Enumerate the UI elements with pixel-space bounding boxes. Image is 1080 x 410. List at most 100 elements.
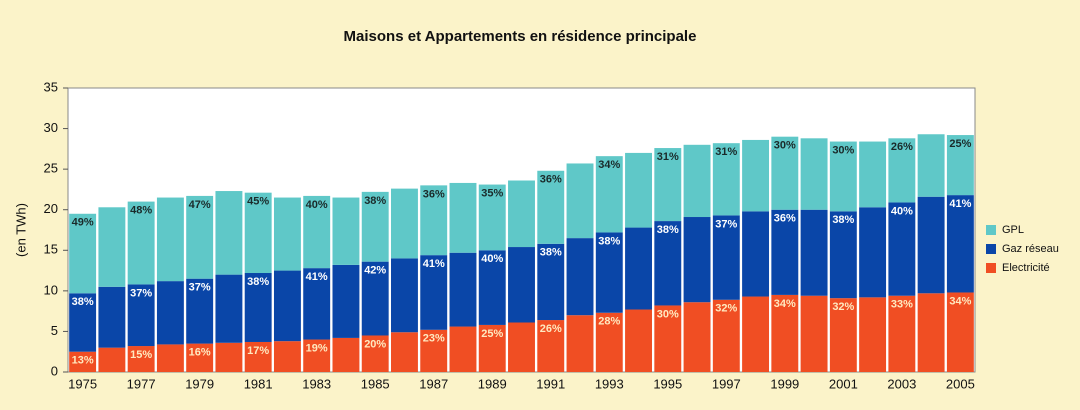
y-tick-label: 10 xyxy=(44,282,58,297)
bar-segment xyxy=(332,337,360,372)
bar-segment xyxy=(625,309,652,372)
bar-segment xyxy=(625,152,652,228)
bar-segment xyxy=(244,341,272,372)
x-tick-label: 2001 xyxy=(829,376,858,391)
bar-segment xyxy=(537,170,565,244)
share-label: 42% xyxy=(364,265,386,277)
share-label: 13% xyxy=(72,355,94,367)
legend-label: GPL xyxy=(1002,224,1024,236)
share-label: 31% xyxy=(715,146,737,158)
x-tick-label: 1999 xyxy=(770,376,799,391)
share-label: 41% xyxy=(306,271,328,283)
bar-segment xyxy=(69,351,97,372)
bar-segment xyxy=(654,148,682,222)
share-label: 19% xyxy=(306,342,328,354)
share-label: 37% xyxy=(189,282,211,294)
bar-segment xyxy=(391,332,418,372)
y-tick-label: 30 xyxy=(44,120,58,135)
x-tick-label: 1987 xyxy=(419,376,448,391)
x-tick-label: 1983 xyxy=(302,376,331,391)
x-tick-label: 1985 xyxy=(361,376,390,391)
bar-segment xyxy=(420,329,448,372)
bar-segment xyxy=(449,326,477,372)
share-label: 36% xyxy=(774,213,796,225)
bar-segment xyxy=(273,341,301,372)
bar-segment xyxy=(332,264,360,338)
share-label: 26% xyxy=(891,141,913,153)
bar-segment xyxy=(273,270,301,342)
bar-segment xyxy=(244,192,272,274)
legend-swatch xyxy=(986,244,996,254)
x-tick-label: 1989 xyxy=(478,376,507,391)
bar-segment xyxy=(829,141,857,212)
y-axis-label: (en TWh) xyxy=(13,203,28,257)
bar-segment xyxy=(420,255,448,330)
bar-segment xyxy=(946,195,974,293)
bar-segment xyxy=(859,141,887,208)
share-label: 38% xyxy=(72,296,94,308)
share-label: 34% xyxy=(949,295,971,307)
bar-segment xyxy=(215,274,243,343)
bar-segment xyxy=(800,209,828,296)
bar-segment xyxy=(391,258,418,333)
bar-segment xyxy=(859,207,887,298)
bar-segment xyxy=(127,346,155,372)
bar-segment xyxy=(829,298,857,372)
bar-segment xyxy=(332,197,360,265)
bar-segment xyxy=(186,195,214,279)
share-label: 20% xyxy=(364,338,386,350)
bar-segment xyxy=(98,207,126,287)
share-label: 48% xyxy=(130,205,152,217)
share-label: 15% xyxy=(130,349,152,361)
bar-segment xyxy=(537,320,565,372)
bar-segment xyxy=(917,196,945,294)
share-label: 38% xyxy=(247,276,269,288)
share-label: 38% xyxy=(540,247,562,259)
bar-segment xyxy=(537,243,565,321)
bar-segment xyxy=(917,293,945,372)
bar-segment xyxy=(98,347,126,372)
share-label: 49% xyxy=(72,217,94,229)
y-tick-label: 20 xyxy=(44,201,58,216)
share-label: 35% xyxy=(481,187,503,199)
x-tick-label: 1979 xyxy=(185,376,214,391)
bar-segment xyxy=(449,182,477,253)
bar-segment xyxy=(420,185,448,256)
bar-segment xyxy=(303,339,331,372)
bar-segment xyxy=(595,156,623,233)
x-tick-label: 1991 xyxy=(536,376,565,391)
bar-segment xyxy=(654,305,682,372)
bar-segment xyxy=(712,299,740,372)
bar-segment xyxy=(186,278,214,344)
chart-title: Maisons et Appartements en résidence pri… xyxy=(344,28,697,45)
share-label: 30% xyxy=(774,140,796,152)
share-label: 40% xyxy=(891,205,913,217)
bar-segment xyxy=(859,297,887,372)
x-tick-label: 2005 xyxy=(946,376,975,391)
bar-segment xyxy=(69,293,97,352)
share-label: 28% xyxy=(598,316,620,328)
bar-segment xyxy=(508,247,535,323)
bar-segment xyxy=(654,221,682,306)
share-label: 26% xyxy=(540,323,562,335)
x-tick-label: 1997 xyxy=(712,376,741,391)
share-label: 36% xyxy=(540,174,562,186)
share-label: 34% xyxy=(598,159,620,171)
share-label: 38% xyxy=(657,224,679,236)
bar-segment xyxy=(595,312,623,372)
bar-segment xyxy=(683,217,711,303)
x-tick-label: 1981 xyxy=(244,376,273,391)
bar-segment xyxy=(127,284,155,347)
share-label: 38% xyxy=(598,235,620,247)
bar-segment xyxy=(625,227,652,310)
share-label: 32% xyxy=(832,301,854,313)
share-label: 37% xyxy=(715,218,737,230)
bar-segment xyxy=(244,273,272,342)
bar-segment xyxy=(449,252,477,327)
bar-segment xyxy=(98,286,126,348)
x-tick-label: 2003 xyxy=(887,376,916,391)
bar-segment xyxy=(361,261,389,336)
bar-segment xyxy=(771,136,799,210)
bar-segment xyxy=(478,250,506,325)
share-label: 30% xyxy=(657,308,679,320)
